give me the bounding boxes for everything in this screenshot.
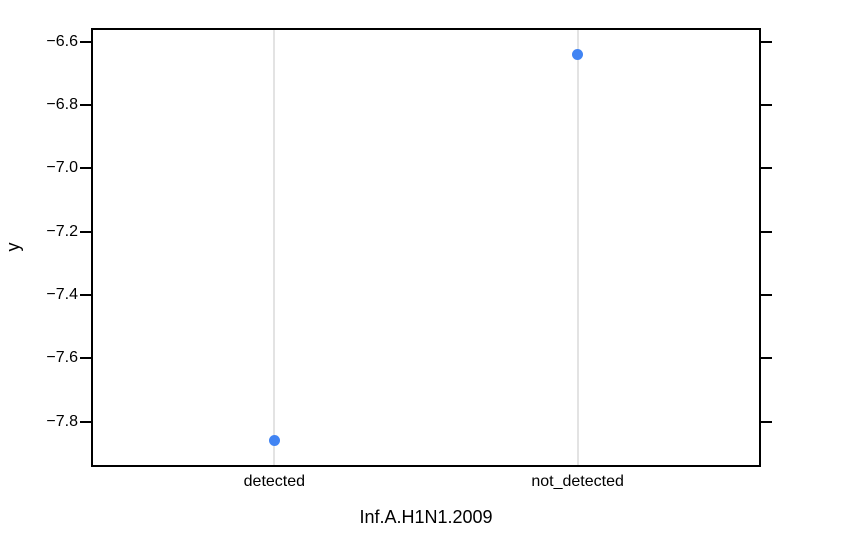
y-tick-label: −7.6 (46, 349, 78, 367)
y-axis-tick-right (760, 104, 772, 106)
y-axis-tick-right (760, 230, 772, 233)
data-point-detected (268, 435, 280, 447)
y-axis-tick-left (80, 167, 92, 170)
category-gridline (273, 29, 276, 466)
y-axis-title: y (3, 242, 23, 252)
x-category-label: detected (243, 473, 306, 490)
y-axis-tick-left (80, 357, 92, 360)
y-tick-label: −7.2 (46, 222, 78, 240)
y-axis-tick-left (80, 294, 92, 296)
data-point-not_detected (572, 48, 584, 60)
y-axis-tick-left (80, 230, 92, 233)
y-axis-tick-right (760, 40, 772, 43)
y-axis-tick-left (80, 104, 92, 106)
y-axis-tick-right (760, 357, 772, 360)
plot-panel-border (91, 28, 761, 467)
x-category-label: not_detected (531, 473, 624, 490)
y-axis-tick-left (80, 420, 92, 423)
y-axis-tick-right (760, 167, 772, 170)
y-axis-tick-left (80, 40, 92, 43)
category-gridline (576, 29, 579, 466)
y-tick-label: −7.0 (46, 159, 78, 177)
y-tick-label: −6.8 (46, 96, 78, 113)
y-tick-label: −7.4 (46, 286, 78, 303)
x-axis-title: Inf.A.H1N1.2009 (359, 507, 493, 527)
y-axis-tick-right (760, 294, 772, 296)
y-axis-tick-right (760, 420, 772, 423)
y-tick-label: −6.6 (46, 32, 78, 50)
y-tick-label: −7.8 (46, 412, 78, 430)
